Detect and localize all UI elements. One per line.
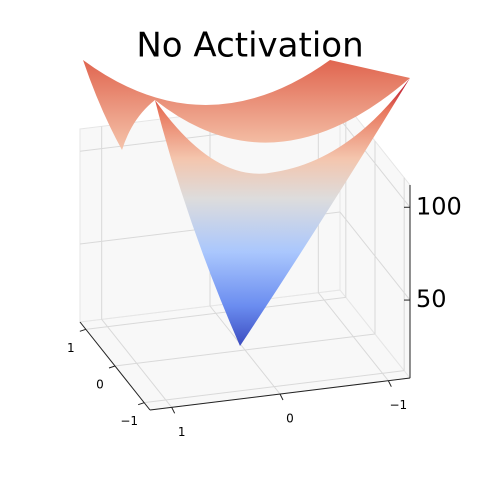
x-axis-line: [149, 377, 411, 411]
grid-line: [85, 296, 346, 330]
tick-mark: [108, 365, 116, 369]
surface: [83, 60, 410, 346]
grid-line: [114, 333, 376, 367]
tick-mark: [171, 407, 176, 414]
x-tick-label: 1: [178, 425, 186, 439]
grid-line: [339, 118, 411, 208]
z-tick-label: 100: [416, 192, 462, 220]
surface-front: [155, 78, 410, 346]
y-tick-label: 0: [96, 378, 104, 392]
tick-mark: [279, 393, 284, 401]
y-tick-label: −1: [120, 414, 138, 428]
y-axis-line: [79, 321, 151, 411]
grid-line: [144, 370, 405, 404]
tick-mark: [387, 380, 392, 387]
surface-back: [83, 60, 410, 150]
chart-title: No Activation: [136, 26, 363, 66]
tick-mark: [79, 328, 86, 332]
y-tick-label: 1: [67, 341, 75, 355]
z-tick-label: 50: [416, 285, 447, 313]
x-tick-label: 0: [286, 412, 294, 426]
tick-mark: [138, 402, 145, 406]
grid-line: [339, 211, 411, 301]
x-tick-label: −1: [389, 398, 407, 412]
